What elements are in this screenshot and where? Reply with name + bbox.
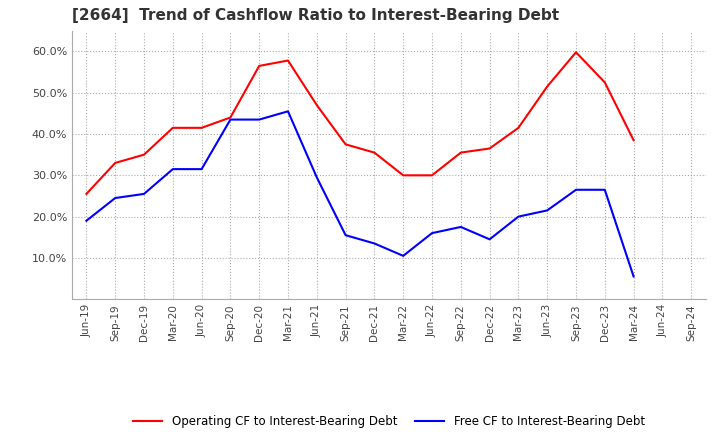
Free CF to Interest-Bearing Debt <box>197 166 206 172</box>
Free CF to Interest-Bearing Debt <box>456 224 465 230</box>
Free CF to Interest-Bearing Debt <box>514 214 523 219</box>
Operating CF to Interest-Bearing Debt <box>140 152 148 158</box>
Operating CF to Interest-Bearing Debt <box>629 138 638 143</box>
Free CF to Interest-Bearing Debt <box>572 187 580 192</box>
Operating CF to Interest-Bearing Debt <box>456 150 465 155</box>
Operating CF to Interest-Bearing Debt <box>82 191 91 197</box>
Free CF to Interest-Bearing Debt <box>399 253 408 258</box>
Operating CF to Interest-Bearing Debt <box>197 125 206 131</box>
Free CF to Interest-Bearing Debt <box>341 233 350 238</box>
Free CF to Interest-Bearing Debt <box>168 166 177 172</box>
Free CF to Interest-Bearing Debt <box>140 191 148 197</box>
Operating CF to Interest-Bearing Debt <box>485 146 494 151</box>
Free CF to Interest-Bearing Debt <box>226 117 235 122</box>
Free CF to Interest-Bearing Debt <box>82 218 91 224</box>
Operating CF to Interest-Bearing Debt <box>543 84 552 89</box>
Text: [2664]  Trend of Cashflow Ratio to Interest-Bearing Debt: [2664] Trend of Cashflow Ratio to Intere… <box>72 7 559 23</box>
Operating CF to Interest-Bearing Debt <box>370 150 379 155</box>
Free CF to Interest-Bearing Debt <box>428 231 436 236</box>
Free CF to Interest-Bearing Debt <box>312 175 321 180</box>
Operating CF to Interest-Bearing Debt <box>226 115 235 120</box>
Operating CF to Interest-Bearing Debt <box>514 125 523 131</box>
Operating CF to Interest-Bearing Debt <box>428 172 436 178</box>
Operating CF to Interest-Bearing Debt <box>341 142 350 147</box>
Line: Free CF to Interest-Bearing Debt: Free CF to Interest-Bearing Debt <box>86 111 634 276</box>
Free CF to Interest-Bearing Debt <box>543 208 552 213</box>
Free CF to Interest-Bearing Debt <box>284 109 292 114</box>
Free CF to Interest-Bearing Debt <box>485 237 494 242</box>
Free CF to Interest-Bearing Debt <box>255 117 264 122</box>
Operating CF to Interest-Bearing Debt <box>572 50 580 55</box>
Legend: Operating CF to Interest-Bearing Debt, Free CF to Interest-Bearing Debt: Operating CF to Interest-Bearing Debt, F… <box>128 411 649 433</box>
Free CF to Interest-Bearing Debt <box>629 274 638 279</box>
Free CF to Interest-Bearing Debt <box>370 241 379 246</box>
Operating CF to Interest-Bearing Debt <box>168 125 177 131</box>
Operating CF to Interest-Bearing Debt <box>284 58 292 63</box>
Free CF to Interest-Bearing Debt <box>600 187 609 192</box>
Operating CF to Interest-Bearing Debt <box>312 103 321 108</box>
Operating CF to Interest-Bearing Debt <box>255 63 264 69</box>
Operating CF to Interest-Bearing Debt <box>111 160 120 165</box>
Line: Operating CF to Interest-Bearing Debt: Operating CF to Interest-Bearing Debt <box>86 52 634 194</box>
Operating CF to Interest-Bearing Debt <box>600 80 609 85</box>
Operating CF to Interest-Bearing Debt <box>399 172 408 178</box>
Free CF to Interest-Bearing Debt <box>111 195 120 201</box>
